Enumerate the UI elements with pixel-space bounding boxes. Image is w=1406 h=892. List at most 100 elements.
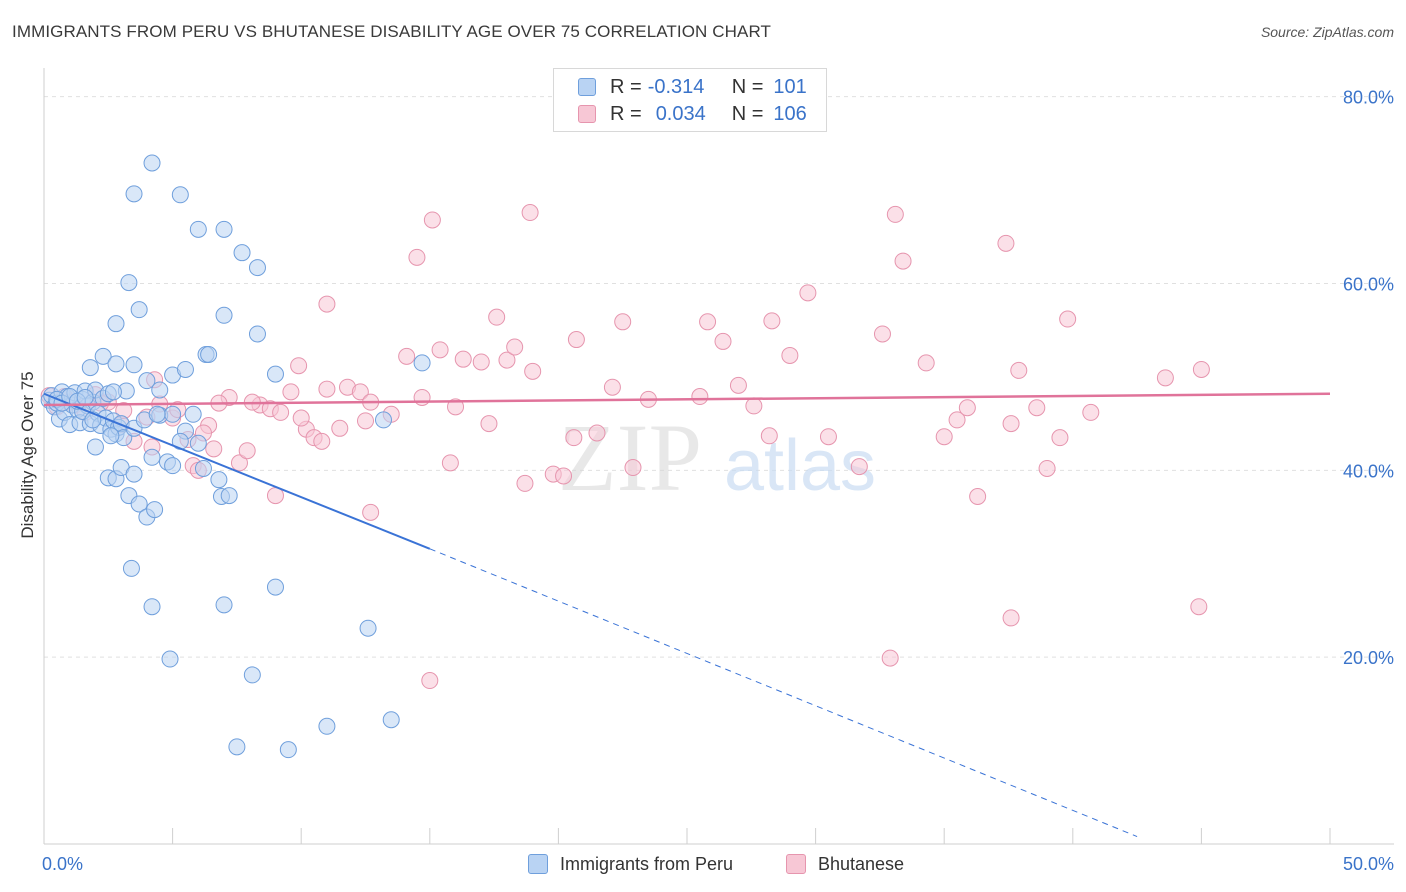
data-point <box>362 503 380 521</box>
legend-swatch-bhutanese <box>578 105 596 123</box>
y-tick-label: 20.0% <box>1343 648 1394 668</box>
data-point <box>935 428 953 446</box>
data-point <box>189 220 207 238</box>
data-point <box>122 559 140 577</box>
data-point <box>480 415 498 433</box>
data-point <box>318 380 336 398</box>
data-point <box>143 598 161 616</box>
data-point <box>171 186 189 204</box>
data-point <box>1010 361 1028 379</box>
data-point <box>498 351 516 369</box>
legend-swatch-peru <box>578 78 596 96</box>
data-point <box>161 650 179 668</box>
data-point <box>819 428 837 446</box>
data-point <box>516 474 534 492</box>
watermark-zip: ZIP <box>558 404 702 511</box>
y-tick-label: 60.0% <box>1343 275 1394 295</box>
legend-r-label: R = <box>610 75 642 98</box>
data-point <box>521 204 539 222</box>
data-point <box>210 471 228 489</box>
data-point <box>125 356 143 374</box>
data-point <box>886 205 904 223</box>
data-point <box>230 454 248 472</box>
data-point <box>881 649 899 667</box>
data-point <box>318 717 336 735</box>
data-point <box>120 274 138 292</box>
data-point <box>205 440 223 458</box>
data-point <box>279 741 297 759</box>
data-point <box>164 457 182 475</box>
data-point <box>1038 459 1056 477</box>
data-point <box>331 419 349 437</box>
data-point <box>266 578 284 596</box>
data-point <box>524 362 542 380</box>
data-point <box>228 738 246 756</box>
data-point <box>272 403 290 421</box>
series-peru-points <box>40 154 431 759</box>
data-point <box>1002 609 1020 627</box>
data-point <box>624 459 642 477</box>
data-point <box>243 666 261 684</box>
y-tick-label: 40.0% <box>1343 461 1394 481</box>
data-point <box>248 259 266 277</box>
legend-row-peru: R = -0.314 N = 101 <box>578 75 807 99</box>
data-point <box>565 429 583 447</box>
data-point <box>398 347 416 365</box>
data-point <box>699 313 717 331</box>
data-point <box>313 432 331 450</box>
data-point <box>102 427 120 445</box>
data-point <box>107 315 125 333</box>
data-point <box>421 672 439 690</box>
correlation-legend: R = -0.314 N = 101 R = 0.034 N = 106 <box>553 68 827 132</box>
data-point <box>567 331 585 349</box>
legend-row-bhutanese: R = 0.034 N = 106 <box>578 102 807 126</box>
data-point <box>555 467 573 485</box>
data-point <box>107 355 125 373</box>
data-point <box>290 357 308 375</box>
data-point <box>176 360 194 378</box>
data-point <box>151 381 169 399</box>
trend-line-peru <box>43 392 431 550</box>
data-point <box>215 306 233 324</box>
data-point <box>359 619 377 637</box>
data-point <box>850 458 868 476</box>
legend-r-value: -0.314 <box>647 75 705 98</box>
data-point <box>148 405 166 423</box>
trend-lines <box>43 392 1331 837</box>
data-point <box>873 325 891 343</box>
legend-swatch-peru <box>528 854 548 874</box>
legend-label-peru: Immigrants from Peru <box>560 853 734 874</box>
data-point <box>81 359 99 377</box>
data-point <box>1190 598 1208 616</box>
source-label: Source: ZipAtlas.com <box>1260 24 1394 40</box>
tick-labels: 20.0% 40.0% 60.0% 80.0% 0.0% 50.0% <box>42 88 1394 874</box>
data-point <box>1156 369 1174 387</box>
data-point <box>729 376 747 394</box>
y-axis-label: Disability Age Over 75 <box>18 371 37 539</box>
data-point <box>763 312 781 330</box>
legend-n-label: N = <box>731 75 764 98</box>
legend-item-bhutanese: Bhutanese <box>786 852 904 876</box>
data-point <box>125 465 143 483</box>
legend-n-value: 101 <box>773 75 807 98</box>
data-point <box>408 248 426 266</box>
trend-line-peru-extension <box>429 548 1138 837</box>
data-point <box>282 383 300 401</box>
data-point <box>1051 429 1069 447</box>
data-point <box>357 412 374 430</box>
data-point <box>318 295 336 313</box>
data-point <box>143 154 161 172</box>
data-point <box>94 347 112 365</box>
data-point <box>997 234 1015 252</box>
data-point <box>894 252 912 270</box>
grid-lines <box>44 96 1394 658</box>
data-point <box>375 411 393 429</box>
data-point <box>194 459 212 477</box>
data-point <box>781 346 799 364</box>
data-point <box>917 354 935 372</box>
legend-swatch-bhutanese <box>786 854 806 874</box>
data-point <box>714 332 732 350</box>
data-point <box>146 501 164 519</box>
data-point <box>130 495 148 513</box>
